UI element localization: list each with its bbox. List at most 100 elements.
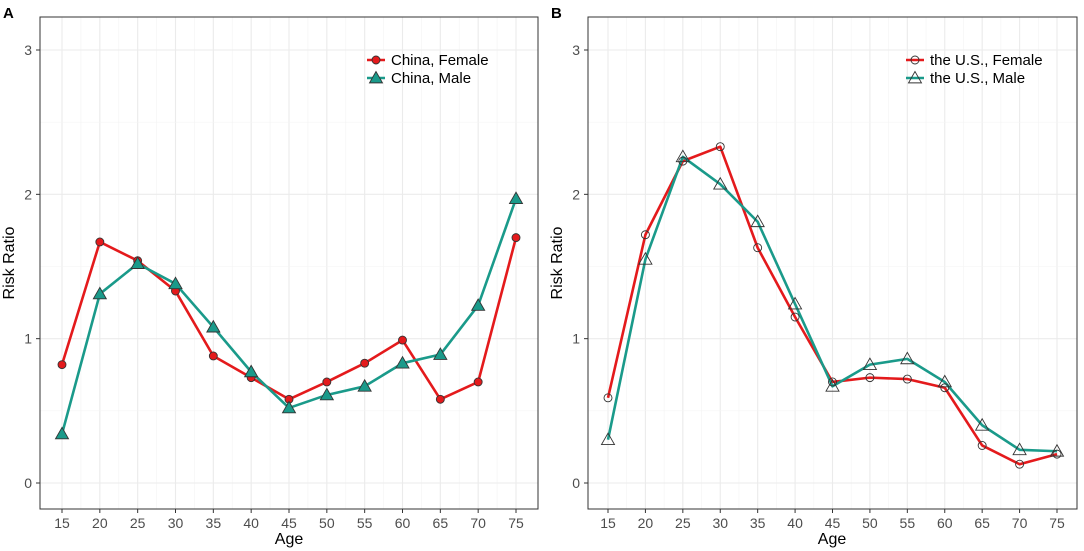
data-point-female <box>398 335 407 345</box>
panel-a-grid <box>40 17 538 509</box>
data-point-female <box>57 360 67 370</box>
panel-b-x-axis-title: Age <box>818 531 847 548</box>
data-point-female <box>473 377 483 387</box>
panel-a-markers <box>54 191 524 440</box>
x-tick-label: 60 <box>395 515 411 531</box>
x-tick-label: 70 <box>1012 515 1028 531</box>
data-point-male <box>1049 443 1065 457</box>
data-point-female <box>603 393 613 403</box>
x-tick-label: 75 <box>508 515 524 531</box>
data-point-male <box>712 176 728 190</box>
data-point-female <box>902 374 912 384</box>
data-point-male <box>168 276 183 290</box>
data-point-male <box>395 355 410 369</box>
series-line-female <box>606 145 1058 466</box>
legend-label: China, Female <box>391 52 489 69</box>
x-tick-label: 25 <box>675 515 691 531</box>
y-tick-label: 0 <box>24 475 32 491</box>
y-tick-label: 1 <box>572 331 580 347</box>
x-tick-label: 25 <box>130 515 146 531</box>
x-tick-label: 50 <box>862 515 878 531</box>
x-tick-label: 35 <box>206 515 222 531</box>
y-tick-label: 2 <box>572 186 580 202</box>
legend-circle-icon <box>371 55 381 65</box>
panel-b: B 0 1 2 3 15 20 25 30 35 40 45 50 55 60 65 70 75 Age Ri… <box>549 5 1078 548</box>
data-point-female <box>715 142 725 152</box>
legend-circle-icon <box>910 55 920 65</box>
data-point-female <box>828 377 837 387</box>
x-tick-label: 40 <box>787 515 803 531</box>
legend-label: the U.S., Female <box>930 52 1043 69</box>
data-point-male <box>54 426 70 440</box>
data-point-male <box>357 378 372 392</box>
data-point-female <box>95 237 105 247</box>
legend-label: China, Male <box>391 70 471 87</box>
panel-b-y-axis-title: Risk Ratio <box>549 226 566 299</box>
x-tick-label: 15 <box>600 515 616 531</box>
x-tick-label: 50 <box>319 515 335 531</box>
data-point-male <box>130 256 145 269</box>
panel-b-letter: B <box>551 5 562 22</box>
x-tick-label: 30 <box>712 515 728 531</box>
data-point-female <box>678 156 688 166</box>
x-tick-label: 20 <box>638 515 654 531</box>
panel-a-letter: A <box>3 5 14 22</box>
y-tick-label: 3 <box>572 42 580 58</box>
data-point-male <box>92 286 108 300</box>
data-point-female <box>208 351 218 361</box>
data-point-female <box>1015 459 1025 469</box>
data-point-male <box>433 347 448 360</box>
data-point-male <box>1012 442 1027 456</box>
x-tick-label: 15 <box>54 515 70 531</box>
panel-b-y-ticks: 0 1 2 3 <box>572 42 588 491</box>
data-point-male <box>900 351 915 365</box>
x-tick-label: 70 <box>470 515 486 531</box>
data-point-male <box>825 378 840 392</box>
x-tick-label: 55 <box>357 515 373 531</box>
y-tick-label: 1 <box>24 331 32 347</box>
panel-a-x-ticks: 15 20 25 30 35 40 45 50 55 60 65 70 75 <box>54 509 524 531</box>
data-point-male <box>750 214 765 228</box>
data-point-male <box>862 357 878 370</box>
panel-b-markers <box>600 142 1065 469</box>
data-point-male <box>470 298 486 311</box>
data-point-male <box>281 400 297 414</box>
data-point-female <box>940 383 950 393</box>
x-tick-label: 30 <box>168 515 184 531</box>
data-point-male <box>974 417 990 431</box>
x-tick-label: 60 <box>937 515 953 531</box>
data-point-male <box>508 191 524 204</box>
data-point-male <box>638 251 653 265</box>
x-tick-label: 45 <box>281 515 297 531</box>
legend-triangle-icon <box>907 70 923 84</box>
data-point-female <box>977 441 987 450</box>
data-point-male <box>319 387 335 401</box>
panel-a: A 0 1 2 3 15 20 25 30 35 40 45 50 55 60 65 70 75 Age Ri… <box>1 5 539 548</box>
y-tick-label: 0 <box>572 475 580 491</box>
data-point-female <box>790 312 800 322</box>
x-tick-label: 55 <box>900 515 916 531</box>
x-tick-label: 65 <box>974 515 990 531</box>
x-tick-label: 20 <box>92 515 108 531</box>
x-tick-label: 45 <box>825 515 841 531</box>
data-point-male <box>675 149 691 163</box>
data-point-male <box>600 432 616 446</box>
data-point-female <box>1052 449 1062 459</box>
data-point-male <box>937 374 953 388</box>
panel-b-x-ticks: 15 20 25 30 35 40 45 50 55 60 65 70 75 <box>600 509 1065 531</box>
legend-triangle-icon <box>368 70 384 84</box>
data-point-male <box>787 296 803 310</box>
data-point-male <box>206 319 221 333</box>
panel-a-x-axis-title: Age <box>275 531 304 548</box>
legend-label: the U.S., Male <box>930 70 1025 87</box>
data-point-female <box>322 377 332 387</box>
data-point-female <box>640 230 650 240</box>
x-tick-label: 35 <box>750 515 766 531</box>
data-point-female <box>753 243 763 253</box>
x-tick-label: 65 <box>433 515 449 531</box>
y-tick-label: 2 <box>24 186 32 202</box>
data-point-female <box>865 373 875 383</box>
